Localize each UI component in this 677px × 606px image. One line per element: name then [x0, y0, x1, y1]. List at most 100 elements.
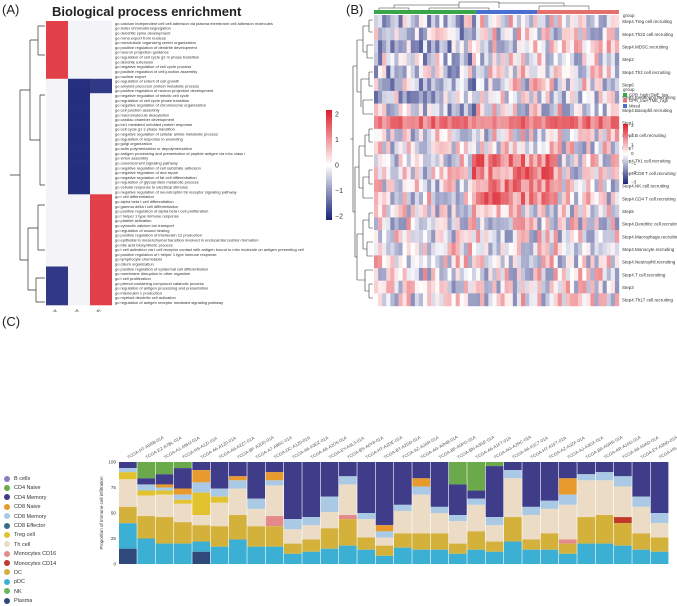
heatmap-cell	[46, 40, 68, 45]
heatmap-cell	[456, 230, 460, 243]
heatmap-cell	[501, 293, 505, 306]
heatmap-cell	[403, 91, 407, 104]
bar-segment	[486, 466, 504, 517]
heatmap-cell	[399, 255, 403, 268]
heatmap-cell	[595, 268, 599, 281]
heatmap-cell	[415, 217, 419, 230]
heatmap-cell	[382, 167, 386, 180]
heatmap-cell	[554, 78, 558, 91]
legend-label: Plasma	[14, 598, 32, 604]
heatmap-cell	[578, 243, 582, 256]
heatmap-cell	[541, 40, 545, 53]
heatmap-cell	[599, 78, 603, 91]
heatmap-cell	[68, 209, 90, 214]
bar-segment	[504, 470, 522, 478]
heatmap-cell	[541, 205, 545, 218]
heatmap-cell	[513, 217, 517, 230]
heatmap-cell	[521, 15, 525, 28]
heatmap-cell	[448, 243, 452, 256]
heatmap-cell	[68, 122, 90, 127]
heatmap-cell	[415, 205, 419, 218]
heatmap-cell	[472, 53, 476, 66]
heatmap-cell	[90, 262, 112, 267]
heatmap-cell	[595, 281, 599, 294]
heatmap-cell	[46, 252, 68, 257]
heatmap-cell	[390, 205, 394, 218]
heatmap-cell	[427, 129, 431, 142]
heatmap-cell	[582, 281, 586, 294]
heatmap-cell	[586, 217, 590, 230]
heatmap-cell	[394, 217, 398, 230]
heatmap-cell	[607, 217, 611, 230]
heatmap-cell	[525, 255, 529, 268]
heatmap-cell	[431, 104, 435, 117]
heatmap-cell	[497, 205, 501, 218]
heatmap-cell	[452, 15, 456, 28]
heatmap-cell	[448, 230, 452, 243]
heatmap-cell	[611, 142, 615, 155]
heatmap-cell	[537, 142, 541, 155]
heatmap-cell	[407, 129, 411, 142]
bar-segment	[632, 533, 650, 549]
heatmap-cell	[423, 268, 427, 281]
heatmap-cell	[403, 154, 407, 167]
bar-segment	[247, 547, 265, 564]
group-legend-title: group	[623, 87, 635, 92]
bar-segment	[137, 516, 155, 538]
heatmap-cell	[419, 154, 423, 167]
heatmap-cell	[427, 78, 431, 91]
heatmap-cell	[46, 194, 68, 199]
heatmap-cell	[578, 53, 582, 66]
heatmap-cell	[558, 15, 562, 28]
heatmap-cell	[452, 179, 456, 192]
bar-segment	[632, 507, 650, 534]
heatmap-cell	[550, 53, 554, 66]
bar-segment	[486, 552, 504, 564]
heatmap-cell	[394, 66, 398, 79]
heatmap-cell	[566, 243, 570, 256]
heatmap-cell	[554, 116, 558, 129]
heatmap-cell	[431, 129, 435, 142]
heatmap-cell	[546, 91, 550, 104]
group-bar-gpr-low	[537, 10, 619, 14]
heatmap-cell	[476, 281, 480, 294]
heatmap-cell	[419, 116, 423, 129]
heatmap-cell	[472, 293, 476, 306]
heatmap-cell	[403, 40, 407, 53]
heatmap-cell	[562, 142, 566, 155]
heatmap-cell	[566, 15, 570, 28]
heatmap-cell	[68, 64, 90, 69]
heatmap-cell	[603, 28, 607, 41]
heatmap-cell	[558, 268, 562, 281]
heatmap-cell	[407, 167, 411, 180]
heatmap-cell	[394, 104, 398, 117]
heatmap-cell	[529, 116, 533, 129]
heatmap-cell	[550, 40, 554, 53]
bar-segment	[357, 513, 375, 519]
heatmap-cell	[407, 91, 411, 104]
heatmap-cell	[423, 167, 427, 180]
heatmap-cell	[509, 40, 513, 53]
heatmap-cell	[582, 293, 586, 306]
heatmap-cell	[546, 268, 550, 281]
heatmap-cell	[546, 154, 550, 167]
heatmap-cell	[390, 15, 394, 28]
heatmap-cell	[582, 268, 586, 281]
heatmap-cell	[554, 268, 558, 281]
heatmap-cell	[558, 78, 562, 91]
heatmap-cell	[46, 141, 68, 146]
heatmap-cell	[448, 91, 452, 104]
row-label: Step4.Monocyte.recruiting	[622, 247, 675, 252]
heatmap-cell	[460, 40, 464, 53]
heatmap-cell	[423, 129, 427, 142]
heatmap-cell	[537, 53, 541, 66]
heatmap-cell	[615, 154, 619, 167]
heatmap-cell	[480, 293, 484, 306]
heatmap-cell	[448, 167, 452, 180]
bar-segment	[339, 462, 357, 476]
heatmap-cell	[476, 91, 480, 104]
heatmap-cell	[546, 142, 550, 155]
heatmap-cell	[456, 129, 460, 142]
bar-segment	[559, 478, 577, 494]
heatmap-cell	[582, 104, 586, 117]
